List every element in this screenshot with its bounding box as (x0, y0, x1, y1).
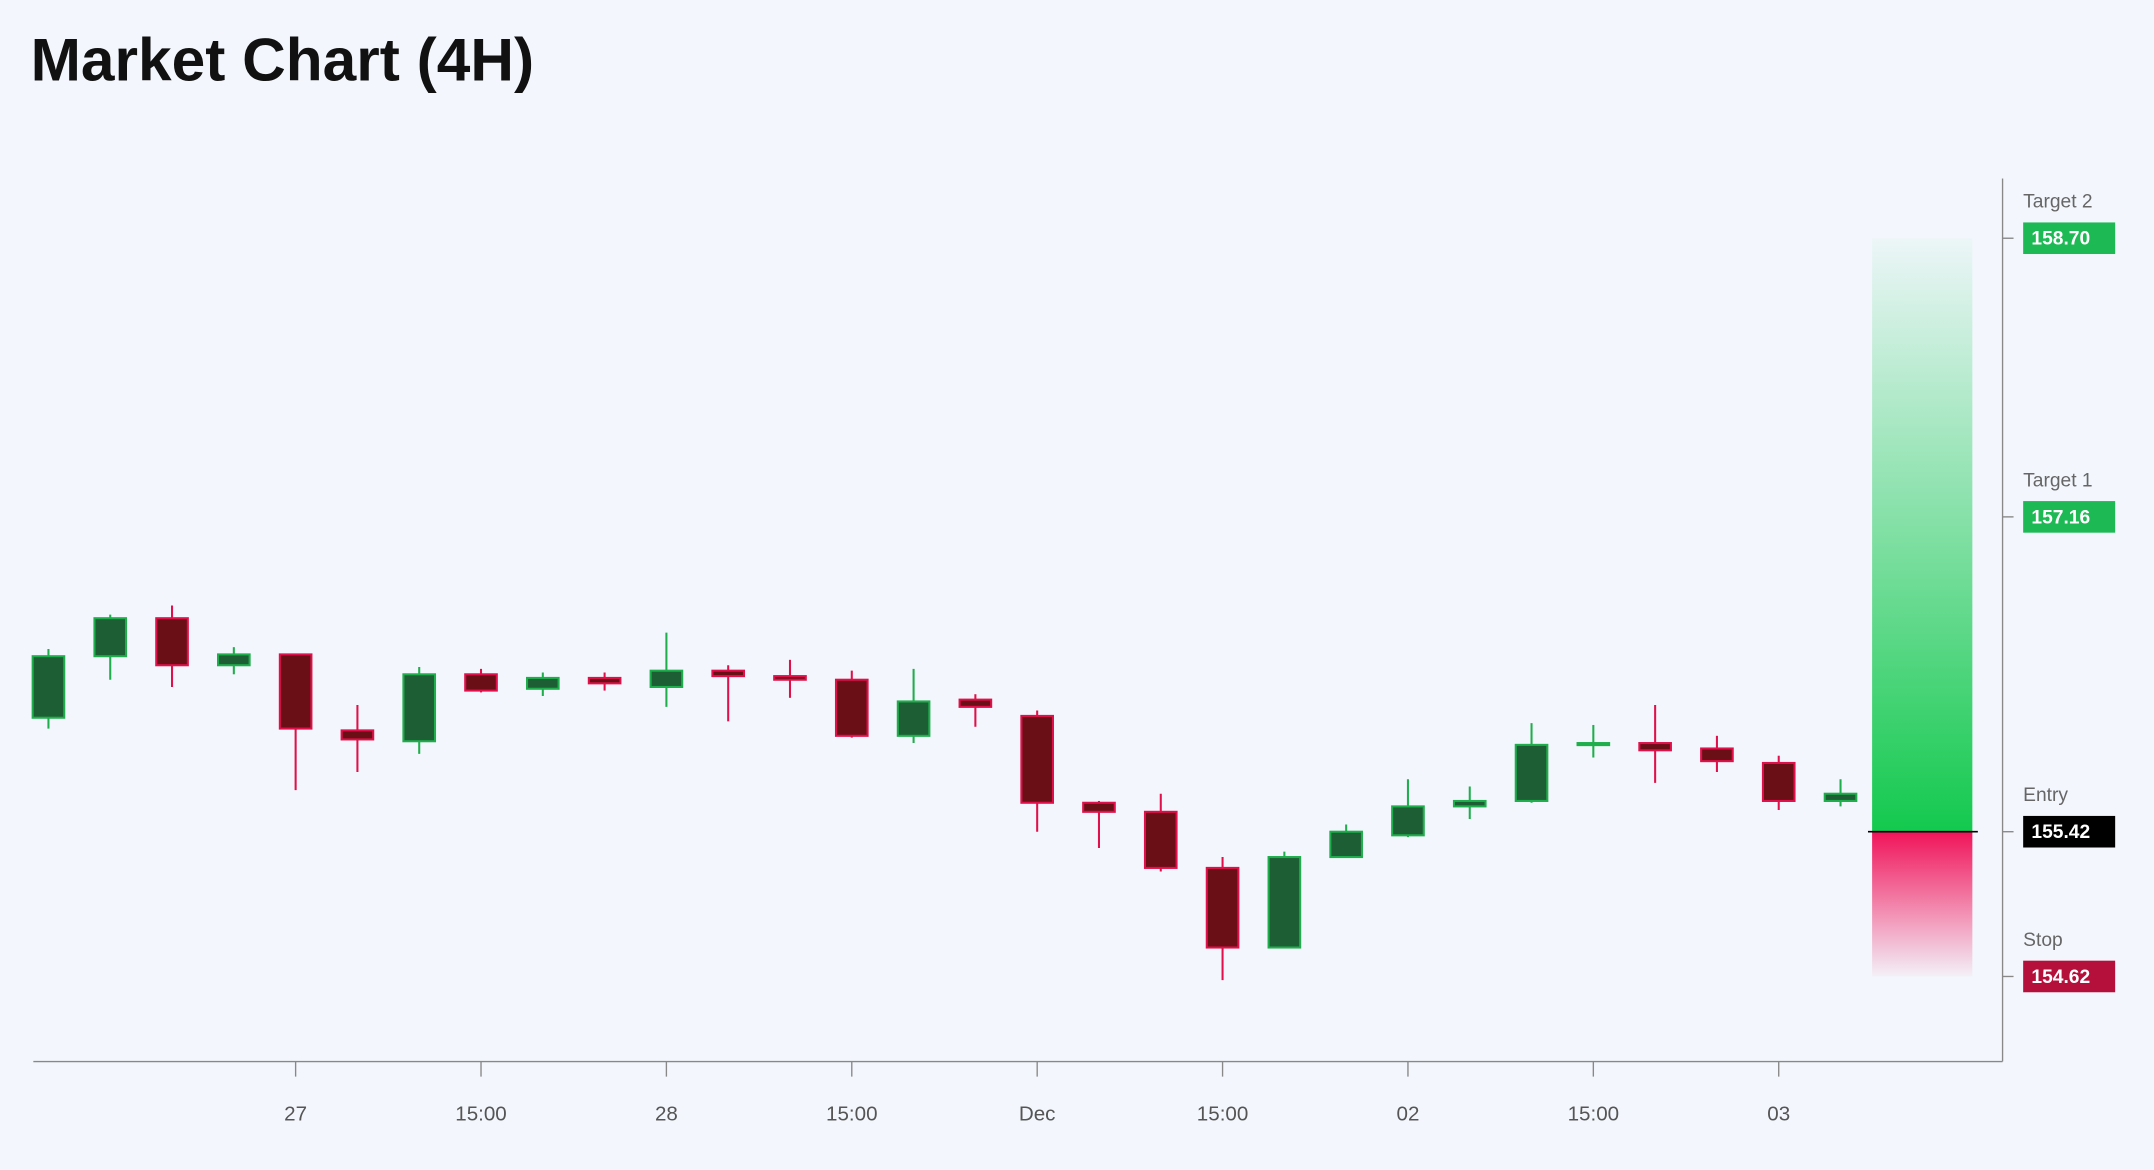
candle-body (896, 700, 931, 737)
level-name: Stop (2023, 930, 2063, 951)
loss-zone (1872, 831, 1973, 977)
x-tick-label: Dec (1019, 1103, 1056, 1126)
level-value: 154.62 (2031, 967, 2090, 988)
chart-title: Market Chart (4H) (31, 25, 534, 93)
level-name: Target 1 (2023, 470, 2092, 491)
level-value: 157.16 (2031, 507, 2090, 528)
x-tick-label: 27 (284, 1103, 307, 1126)
level-badge (2023, 222, 2116, 255)
candle-body (649, 669, 684, 688)
candle-body (1452, 799, 1487, 808)
candle-body (31, 655, 66, 719)
candle-body (1082, 801, 1116, 813)
level-value: 158.70 (2031, 229, 2090, 250)
candle-body (340, 729, 375, 741)
candle-body (525, 676, 560, 690)
candle-body (1514, 743, 1549, 802)
candle-body (1823, 792, 1858, 802)
candle-body (1761, 761, 1796, 802)
candle-body (587, 676, 622, 685)
candle-body (217, 653, 251, 667)
candle-body (1020, 714, 1054, 804)
x-tick-label: 15:00 (1197, 1103, 1249, 1126)
x-tick-label: 02 (1397, 1103, 1420, 1126)
x-tick-label: 15:00 (455, 1103, 507, 1126)
level-badge (2023, 501, 2116, 533)
candle-body (958, 698, 993, 708)
candle-body (155, 617, 189, 667)
level-name: Target 2 (2023, 192, 2092, 213)
candle-body (711, 669, 746, 678)
candle-body (1391, 805, 1425, 837)
level-name: Entry (2023, 785, 2068, 806)
level-value: 155.42 (2031, 822, 2090, 843)
level-badge (2023, 960, 2116, 993)
candle-body (402, 673, 437, 743)
level-badge (2023, 815, 2116, 848)
candle-body (773, 675, 807, 681)
candle-body (278, 653, 313, 730)
candle-body (1638, 742, 1672, 752)
candle-body (1143, 810, 1178, 869)
profit-zone (1872, 238, 1973, 832)
candle-body (1267, 856, 1302, 949)
candle-body (1205, 866, 1240, 949)
candle-body (1329, 830, 1363, 859)
candle-body (93, 617, 128, 658)
x-tick-label: 15:00 (1568, 1103, 1620, 1126)
candle-body (464, 673, 498, 692)
candle-body (1576, 742, 1611, 747)
candle-body (1700, 747, 1734, 763)
x-tick-label: 28 (655, 1103, 678, 1126)
candle-body (834, 678, 869, 737)
x-tick-label: 03 (1767, 1103, 1790, 1126)
x-tick-label: 15:00 (826, 1103, 878, 1126)
